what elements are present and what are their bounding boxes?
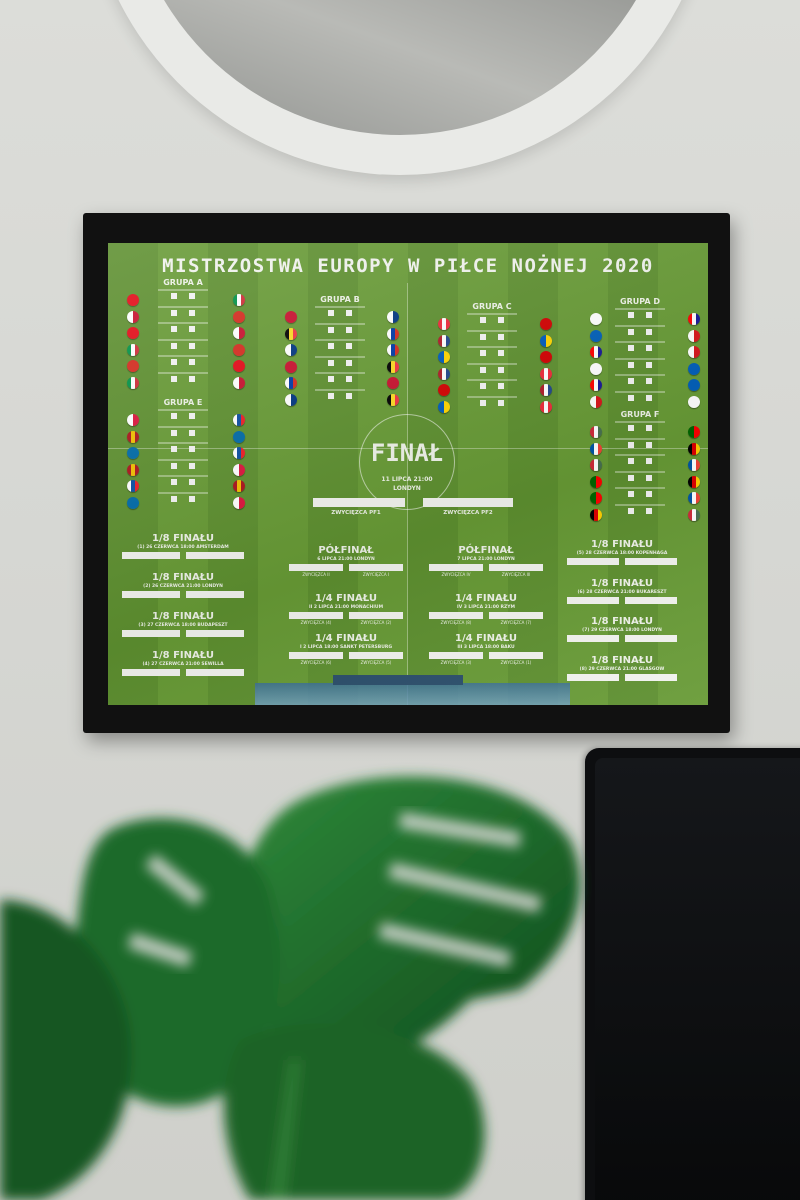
euro-2020-bracket-poster: MISTRZOSTWA EUROPY W PIŁCE NOŻNEJ 2020 G…	[108, 243, 708, 705]
monstera-leaf	[223, 1023, 485, 1200]
plant-stem	[270, 1060, 300, 1200]
monstera-leaf	[228, 776, 581, 1062]
monitor-screen	[595, 758, 800, 1200]
poster-frame: MISTRZOSTWA EUROPY W PIŁCE NOŻNEJ 2020 G…	[83, 213, 730, 733]
computer-monitor	[585, 748, 800, 1200]
monstera-leaf	[0, 900, 132, 1200]
